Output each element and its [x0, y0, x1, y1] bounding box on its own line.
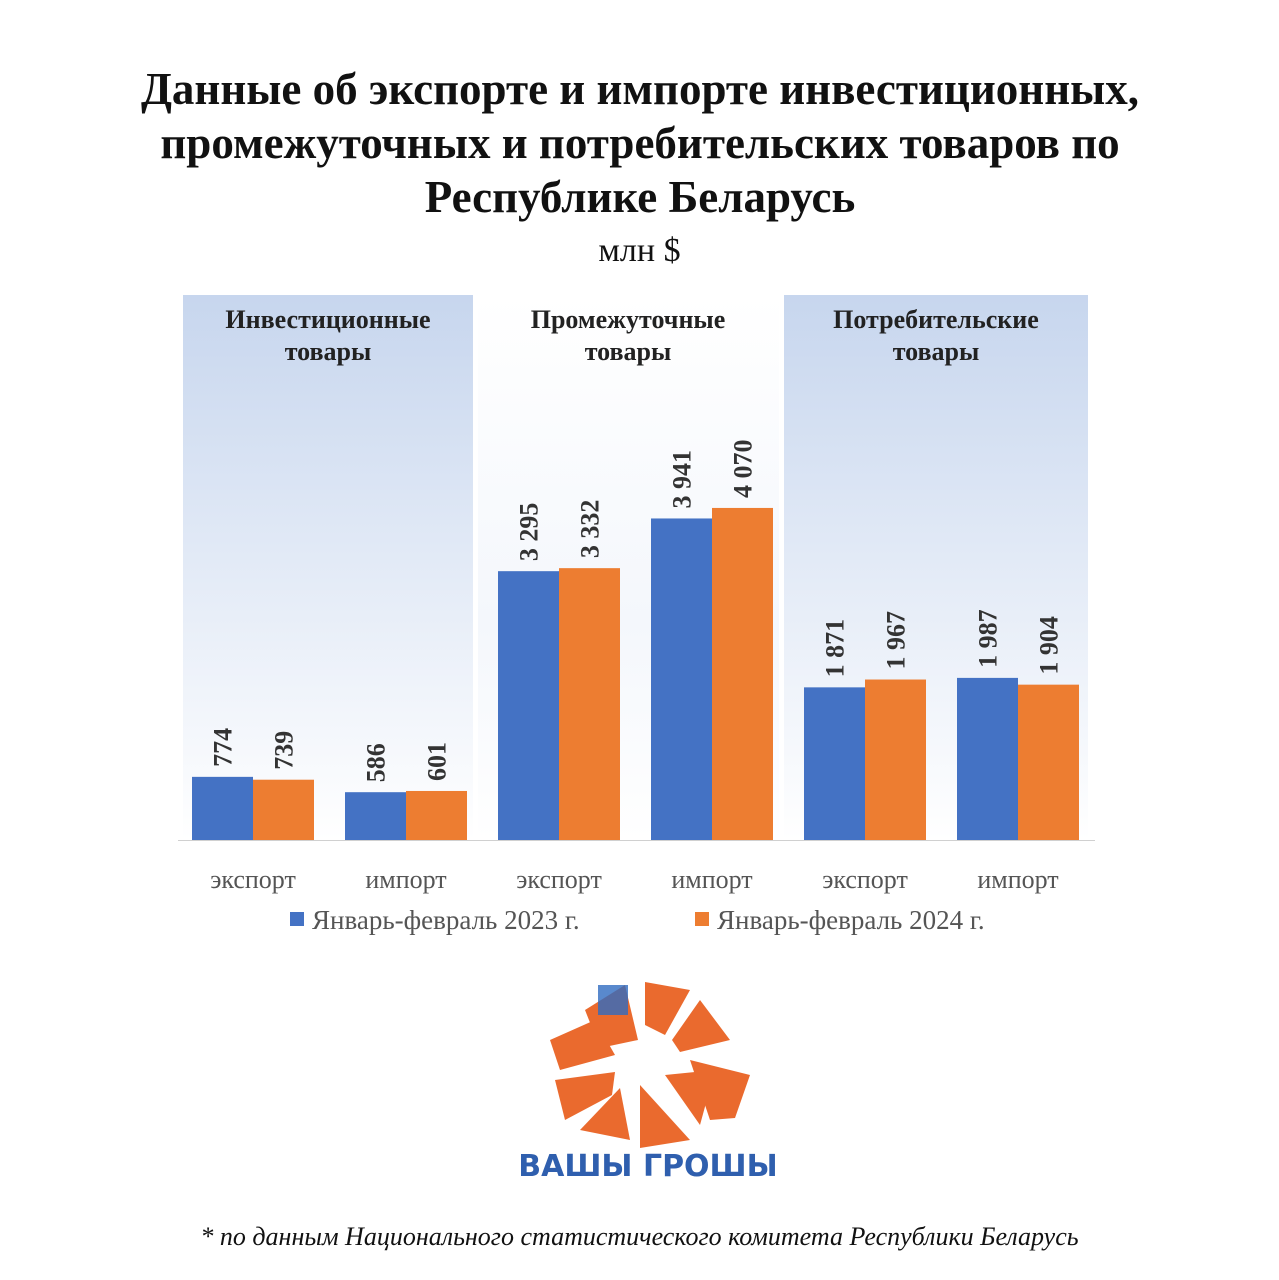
value-label: 1 904 — [1035, 616, 1064, 675]
bar — [651, 518, 712, 840]
value-label: 3 295 — [515, 503, 544, 562]
bar — [406, 790, 467, 840]
legend-label: Январь-февраль 2024 г. — [717, 905, 985, 935]
x-tick-label: экспорт — [210, 865, 296, 894]
legend-label: Январь-февраль 2023 г. — [312, 905, 580, 935]
chart-title: Данные об экспорте и импорте инвестицион… — [140, 64, 1140, 222]
value-label: 3 332 — [576, 500, 605, 559]
bar — [345, 792, 406, 840]
value-label: 739 — [270, 731, 299, 770]
group-label: Инвестиционные товары — [225, 305, 431, 366]
group-label: Промежуточные товары — [530, 305, 726, 366]
value-label: 774 — [209, 728, 238, 767]
bar — [957, 677, 1018, 840]
footnote: * по данным Национального статистическог… — [200, 1222, 1079, 1251]
value-label: 1 871 — [821, 619, 850, 678]
value-label: 1 987 — [974, 609, 1003, 668]
logo-text: ВАШЫ ГРОШЫ — [518, 1149, 777, 1184]
legend-swatch — [290, 912, 304, 926]
bar — [192, 776, 253, 840]
bar — [498, 571, 559, 840]
x-tick-label: экспорт — [516, 865, 602, 894]
value-label: 586 — [362, 743, 391, 782]
chart-subtitle: млн $ — [598, 232, 681, 269]
value-label: 1 967 — [882, 611, 911, 670]
panel — [183, 295, 473, 840]
bar — [559, 568, 620, 840]
value-label: 4 070 — [729, 439, 758, 498]
bar — [865, 679, 926, 840]
group-label: Потребительские товары — [833, 305, 1039, 366]
value-label: 3 941 — [668, 450, 697, 509]
bar — [253, 779, 314, 840]
bar — [712, 507, 773, 840]
value-label: 601 — [423, 742, 452, 781]
x-tick-label: импорт — [977, 865, 1058, 894]
bar — [1018, 684, 1079, 840]
logo — [550, 982, 750, 1148]
bar — [804, 687, 865, 840]
x-tick-label: импорт — [365, 865, 446, 894]
x-tick-label: экспорт — [822, 865, 908, 894]
x-tick-label: импорт — [671, 865, 752, 894]
legend-swatch — [695, 912, 709, 926]
